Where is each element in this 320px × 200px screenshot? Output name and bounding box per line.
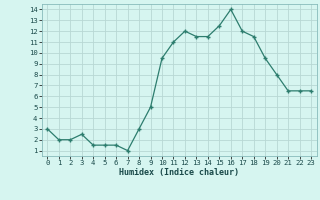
X-axis label: Humidex (Indice chaleur): Humidex (Indice chaleur) <box>119 168 239 177</box>
